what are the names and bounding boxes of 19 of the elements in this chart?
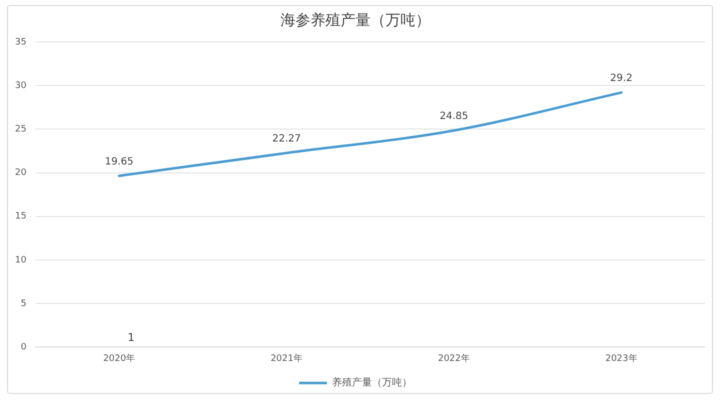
legend-label: 养殖产量（万吨）	[332, 376, 412, 389]
y-tick-label: 25	[15, 124, 26, 135]
y-tick-label: 0	[20, 342, 27, 353]
y-tick-label: 20	[15, 168, 27, 178]
y-tick-label: 5	[20, 298, 26, 309]
y-tick-label: 15	[15, 212, 26, 222]
y-tick-label: 35	[15, 37, 26, 48]
chart-title: 海参养殖产量（万吨）	[280, 12, 430, 29]
data-label: 19.65	[104, 156, 134, 168]
data-label: 29.2	[610, 73, 632, 84]
data-label: 22.27	[272, 134, 301, 145]
x-tick-label: 2020年	[103, 352, 136, 364]
x-tick-label: 2022年	[438, 352, 470, 364]
y-tick-label: 10	[15, 255, 27, 266]
x-tick-label: 2023年	[605, 352, 638, 364]
data-label: 24.85	[440, 111, 468, 122]
annotation: 1	[128, 331, 135, 344]
y-tick-label: 30	[15, 80, 27, 91]
x-tick-label: 2021年	[270, 352, 302, 364]
